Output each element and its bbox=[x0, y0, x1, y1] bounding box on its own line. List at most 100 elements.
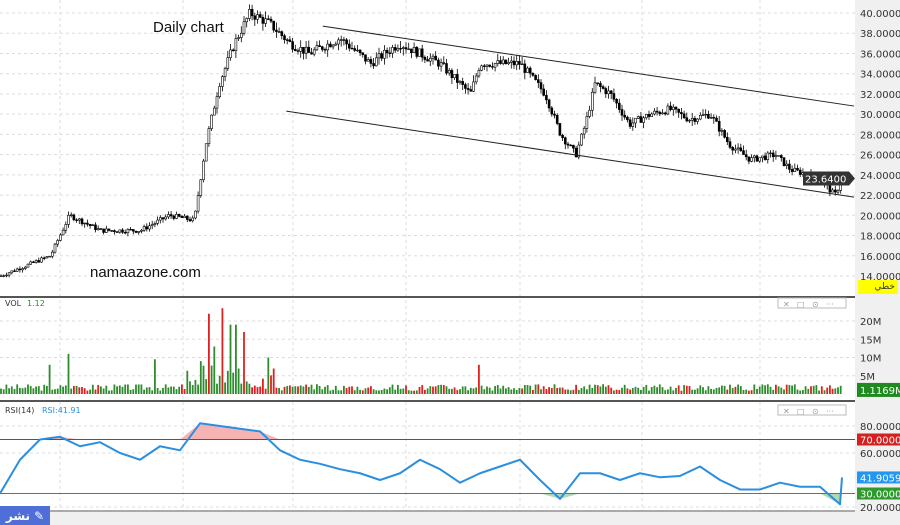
candle-body bbox=[272, 20, 276, 31]
candle-body bbox=[601, 86, 605, 89]
volume-bar bbox=[272, 368, 275, 394]
candle-body bbox=[121, 229, 124, 233]
rsi-pane-controls[interactable]: ✕ □ ⊙ ··· bbox=[777, 404, 847, 416]
volume-pane-controls[interactable]: ✕ □ ⊙ ··· bbox=[777, 297, 847, 309]
rsi-last-label: 41.9059 bbox=[860, 473, 900, 484]
volume-bar bbox=[453, 387, 456, 394]
volume-bar bbox=[302, 386, 305, 394]
volume-bar bbox=[610, 387, 613, 394]
volume-bar bbox=[607, 385, 610, 394]
volume-bar bbox=[526, 385, 529, 394]
volume-pane[interactable]: 1.1169M bbox=[0, 308, 900, 397]
candle-body bbox=[563, 137, 567, 145]
candle-body bbox=[528, 67, 532, 74]
volume-bar bbox=[748, 390, 750, 394]
close-icon[interactable]: ✕ bbox=[783, 407, 790, 416]
volume-bar bbox=[518, 387, 521, 394]
settings-icon[interactable]: ⊙ bbox=[812, 407, 819, 416]
volume-bar bbox=[483, 389, 486, 394]
chart-style-badge[interactable]: خطي bbox=[858, 280, 898, 294]
volume-bar bbox=[237, 368, 240, 394]
price-tick-label: 18.0000 bbox=[860, 232, 900, 243]
candle-body bbox=[78, 218, 81, 221]
candle-body bbox=[577, 144, 581, 158]
candle-body bbox=[410, 48, 413, 54]
rsi-level-marker bbox=[857, 487, 900, 500]
candle-body bbox=[266, 18, 270, 20]
volume-bar bbox=[415, 390, 418, 394]
candle-body bbox=[717, 121, 721, 132]
maximize-icon[interactable]: □ bbox=[797, 300, 805, 309]
candle-body bbox=[491, 66, 494, 68]
price-pane[interactable]: 23.6400 bbox=[0, 4, 855, 278]
candle-body bbox=[585, 116, 589, 129]
candle-body bbox=[488, 64, 492, 67]
candle-body bbox=[626, 116, 629, 121]
volume-bar bbox=[810, 386, 812, 394]
candle-body bbox=[237, 37, 240, 39]
candle-body bbox=[40, 257, 43, 263]
volume-bar bbox=[658, 384, 661, 394]
price-tick-label: 36.0000 bbox=[860, 49, 900, 60]
publish-label: نشر bbox=[5, 508, 31, 523]
candle-body bbox=[701, 114, 705, 116]
volume-bar bbox=[626, 388, 629, 394]
candle-body bbox=[293, 48, 297, 51]
candle-body bbox=[496, 60, 500, 64]
candle-body bbox=[134, 230, 138, 233]
volume-bar bbox=[343, 385, 345, 394]
volume-bar bbox=[437, 385, 440, 394]
volume-bar bbox=[216, 383, 218, 394]
rsi-pane[interactable]: 70.0000 30.0000 41.9059 bbox=[0, 422, 900, 506]
volume-bar bbox=[545, 389, 548, 394]
candle-body bbox=[599, 83, 602, 87]
volume-bar bbox=[205, 379, 208, 394]
candle-body bbox=[115, 231, 119, 233]
candle-body bbox=[742, 150, 745, 155]
close-icon[interactable]: ✕ bbox=[783, 300, 790, 309]
candle-body bbox=[353, 48, 357, 51]
candle-body bbox=[437, 59, 440, 67]
volume-bar bbox=[240, 383, 243, 394]
price-tick-label: 20.0000 bbox=[860, 211, 900, 222]
candle-body bbox=[304, 46, 308, 54]
candle-body bbox=[180, 216, 184, 219]
volume-bar bbox=[796, 389, 799, 394]
maximize-icon[interactable]: □ bbox=[797, 407, 805, 416]
more-icon[interactable]: ··· bbox=[826, 300, 834, 309]
candle-body bbox=[439, 62, 443, 67]
volume-bar bbox=[148, 387, 151, 394]
volume-bar bbox=[650, 387, 653, 394]
volume-bar bbox=[280, 390, 283, 394]
candle-body bbox=[42, 257, 46, 259]
volume-bar bbox=[637, 387, 640, 394]
volume-bar bbox=[372, 389, 375, 394]
more-icon[interactable]: ··· bbox=[826, 407, 834, 416]
candle-body bbox=[566, 143, 570, 146]
candle-body bbox=[588, 109, 591, 117]
volume-bar bbox=[702, 387, 704, 394]
volume-bar bbox=[656, 387, 658, 394]
candle-body bbox=[215, 96, 219, 109]
candle-body bbox=[509, 60, 513, 63]
candle-body bbox=[361, 52, 365, 56]
volume-bar bbox=[807, 388, 810, 394]
volume-bar bbox=[777, 386, 780, 394]
publish-button[interactable]: نشر ✎ bbox=[0, 506, 50, 525]
volume-bar bbox=[734, 386, 737, 394]
candle-body bbox=[148, 225, 151, 230]
candle-body bbox=[223, 68, 227, 77]
rsi-tick-label: 60.0000 bbox=[860, 449, 900, 460]
volume-bar bbox=[51, 389, 54, 394]
candle-body bbox=[53, 243, 57, 253]
volume-bar bbox=[667, 389, 669, 394]
settings-icon[interactable]: ⊙ bbox=[812, 300, 819, 309]
volume-bar bbox=[623, 384, 626, 394]
candle-body bbox=[337, 39, 340, 45]
volume-bar bbox=[432, 386, 434, 394]
volume-bar bbox=[399, 388, 402, 394]
volume-bar bbox=[688, 385, 691, 394]
volume-bar bbox=[270, 375, 272, 394]
volume-bar bbox=[799, 390, 802, 394]
